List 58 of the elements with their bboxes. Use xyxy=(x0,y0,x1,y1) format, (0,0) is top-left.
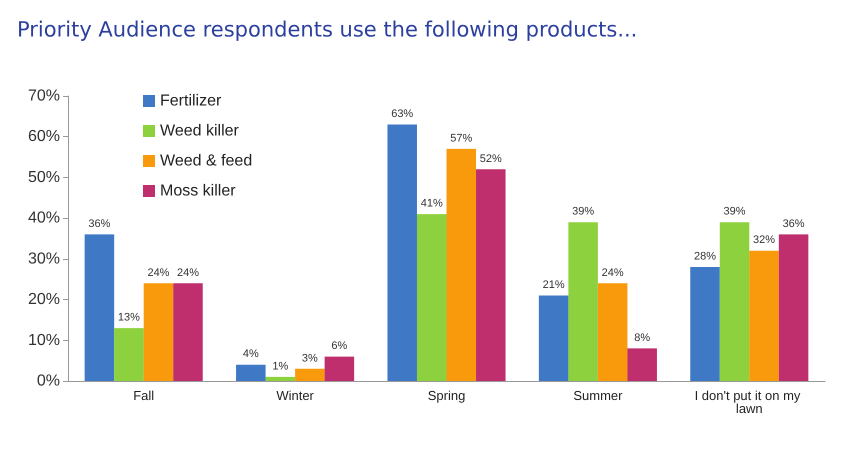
legend-label: Weed killer xyxy=(160,122,240,140)
x-tick-label: Spring xyxy=(428,388,466,403)
data-label: 13% xyxy=(118,312,140,324)
bar xyxy=(568,222,598,381)
data-label: 28% xyxy=(694,250,716,262)
y-tick-label: 60% xyxy=(28,128,60,146)
bar xyxy=(84,234,114,381)
bar xyxy=(295,368,325,381)
y-tick-label: 0% xyxy=(36,372,60,390)
data-label: 4% xyxy=(242,348,259,360)
y-tick-label: 50% xyxy=(28,168,60,186)
data-label: 24% xyxy=(176,266,200,279)
bar xyxy=(627,348,657,381)
bar xyxy=(476,169,506,381)
legend-label: Moss killer xyxy=(160,182,236,200)
y-tick-label: 30% xyxy=(28,250,60,268)
data-label: 24% xyxy=(147,266,170,279)
legend-label: Fertilizer xyxy=(160,92,222,110)
bar xyxy=(538,296,568,381)
y-tick-label: 10% xyxy=(28,332,60,349)
bar xyxy=(324,356,354,381)
data-label: 63% xyxy=(391,108,414,120)
chart-title: Priority Audience respondents use the following products... xyxy=(17,18,638,42)
y-tick-label: 40% xyxy=(28,210,60,227)
bar xyxy=(416,214,446,381)
data-label: 57% xyxy=(450,132,472,144)
y-tick-label: 70% xyxy=(28,88,60,104)
data-label: 21% xyxy=(542,279,565,291)
data-label: 36% xyxy=(88,218,111,230)
bar xyxy=(144,283,174,381)
data-label: 41% xyxy=(420,198,443,210)
y-tick-label: 20% xyxy=(28,291,60,308)
data-label: 32% xyxy=(753,234,776,246)
data-label: 6% xyxy=(331,340,348,352)
bar xyxy=(690,267,720,381)
data-label: 52% xyxy=(480,152,502,165)
x-tick-label: I don't put it on my lawn xyxy=(694,388,804,416)
bar xyxy=(446,148,476,381)
bar xyxy=(387,124,417,381)
data-label: 8% xyxy=(634,332,650,344)
bar xyxy=(749,250,779,381)
x-tick-label: Winter xyxy=(276,388,315,403)
data-label: 36% xyxy=(782,218,805,230)
bar xyxy=(114,328,144,381)
x-tick-label: Fall xyxy=(133,388,154,403)
bar xyxy=(266,376,296,381)
x-tick-label: Summer xyxy=(573,388,624,403)
bar xyxy=(173,283,203,381)
legend-label: Weed & feed xyxy=(160,152,252,170)
bar xyxy=(778,234,808,381)
data-label: 39% xyxy=(572,206,594,218)
data-label: 1% xyxy=(272,360,289,372)
bar xyxy=(236,364,266,381)
data-label: 39% xyxy=(724,206,746,218)
bar xyxy=(720,222,750,381)
data-label: 24% xyxy=(602,266,624,279)
data-label: 3% xyxy=(302,352,318,364)
bar xyxy=(598,283,628,381)
